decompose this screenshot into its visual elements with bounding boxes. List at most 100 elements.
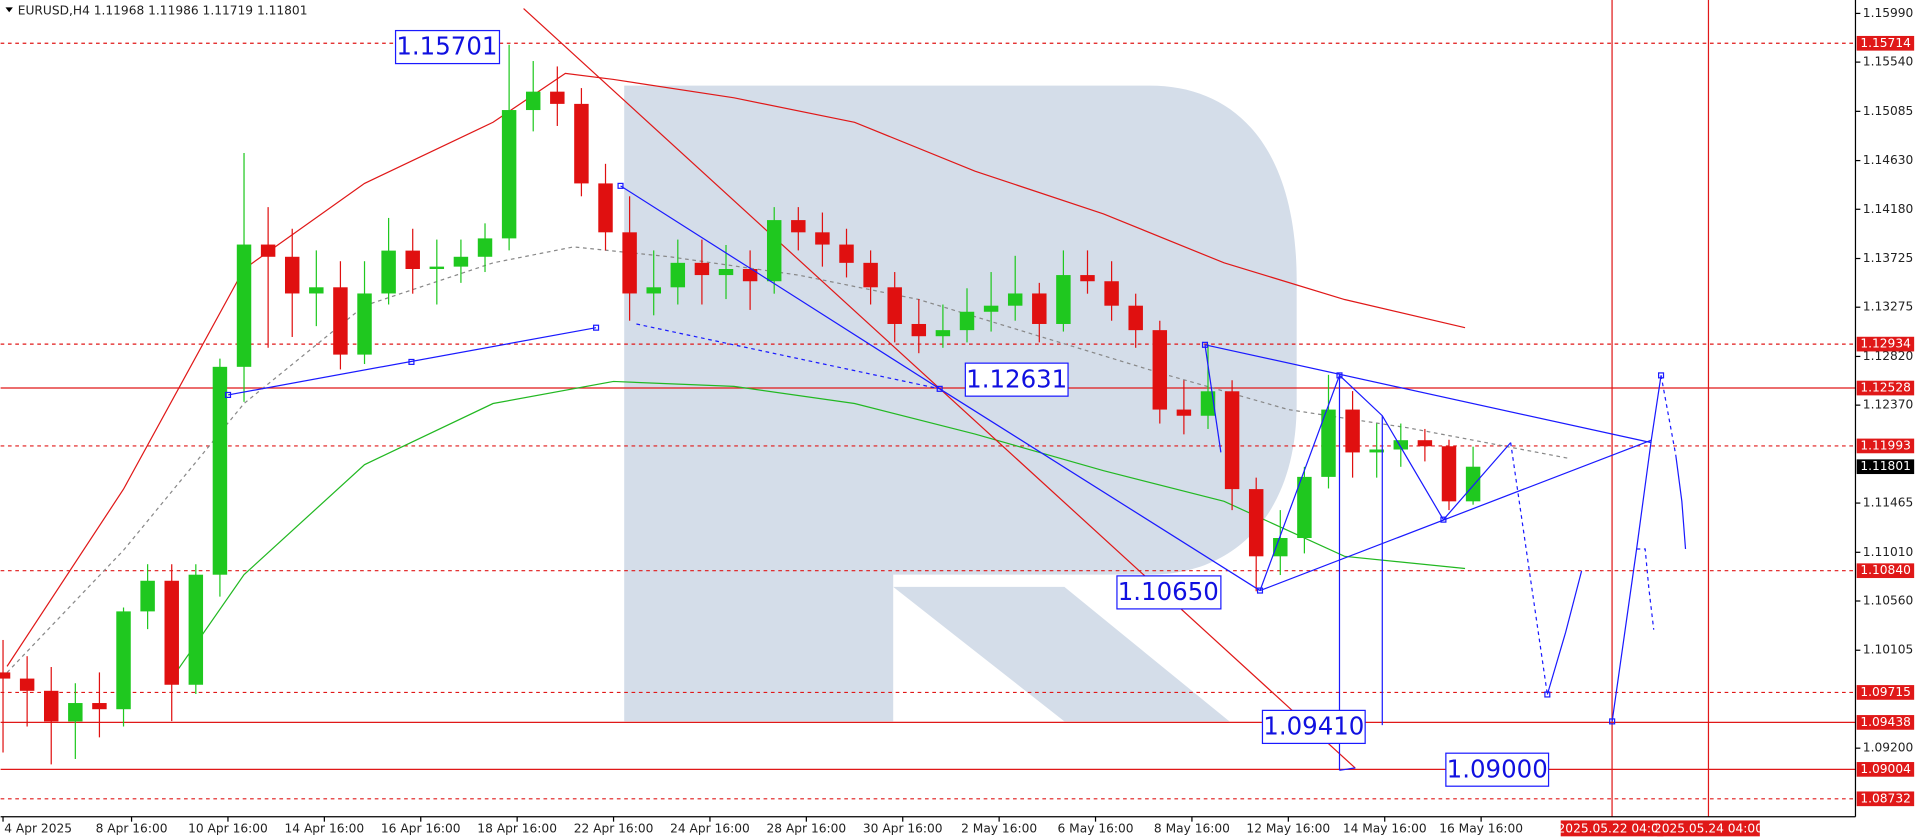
level-label: 1.08732 xyxy=(1860,791,1911,805)
candle-body xyxy=(1441,446,1457,502)
annotation: 1.09410 xyxy=(1263,712,1364,741)
level-label-box xyxy=(1856,715,1915,730)
level-label-box xyxy=(1856,791,1915,807)
y-tick-label: 1.15540 xyxy=(1863,55,1914,69)
candle-body xyxy=(116,611,131,710)
x-tick-label: 4 Apr 2025 xyxy=(4,821,72,835)
x-tick-label: 18 Apr 16:00 xyxy=(477,821,557,835)
x-tick-label: 22 Apr 16:00 xyxy=(574,821,654,835)
candle-body xyxy=(1465,466,1481,502)
x-tick-label: 16 Apr 16:00 xyxy=(381,821,461,835)
candle-body xyxy=(1321,409,1336,477)
annotation: 1.15701 xyxy=(396,32,497,61)
candle-body xyxy=(983,305,999,312)
candle-body xyxy=(92,703,107,710)
candle-body xyxy=(1104,281,1119,306)
level-label-box xyxy=(1856,438,1915,454)
level-label: 1.10840 xyxy=(1860,563,1911,577)
candle-body xyxy=(1007,293,1023,306)
x-tick-label: 10 Apr 16:00 xyxy=(188,821,268,835)
candle-body xyxy=(477,238,493,257)
annotations: 1.15701 1.12631 1.10650 1.09410 1.09000 xyxy=(394,29,1550,787)
level-label-box xyxy=(1856,336,1915,352)
candle-body xyxy=(1152,330,1168,410)
level-label: 1.09438 xyxy=(1860,715,1911,729)
candle-body xyxy=(236,244,252,367)
annotation: 1.12631 xyxy=(966,364,1067,393)
y-tick-label: 1.09200 xyxy=(1863,741,1914,755)
level-label-box xyxy=(1856,762,1915,777)
time-marker-label: 2025.05.22 04:00 xyxy=(1558,821,1667,835)
x-tick-label: 8 May 16:00 xyxy=(1154,821,1230,835)
candle-body xyxy=(1032,293,1047,324)
x-tick-label: 16 May 16:00 xyxy=(1439,821,1523,835)
level-label-box xyxy=(1856,685,1915,700)
last-price-box xyxy=(1856,459,1915,475)
x-tick-label: 14 Apr 16:00 xyxy=(285,821,365,835)
level-label: 1.11993 xyxy=(1860,438,1911,452)
candle-body xyxy=(284,256,300,294)
candle-body xyxy=(959,311,975,331)
x-tick-label: 2 May 16:00 xyxy=(961,821,1037,835)
candle-body xyxy=(622,232,637,294)
candle-body xyxy=(574,103,589,184)
candle-body xyxy=(670,262,686,288)
time-marker-box xyxy=(1560,820,1664,837)
annotation-box xyxy=(1445,752,1550,787)
candle-body xyxy=(1056,275,1071,324)
y-tick-label: 1.10560 xyxy=(1863,593,1914,607)
candle-body xyxy=(0,672,11,679)
forecast-drawings xyxy=(224,182,1687,771)
candle-body xyxy=(1176,409,1192,416)
header: EURUSD,H4 1.11968 1.11986 1.11719 1.1180… xyxy=(18,4,308,18)
y-tick-label: 1.13725 xyxy=(1863,251,1914,265)
annotation-box xyxy=(1116,575,1222,610)
candle-body xyxy=(164,580,179,685)
x-tick-label: 28 Apr 16:00 xyxy=(767,821,847,835)
time-marker-label: 2025.05.24 04:00 xyxy=(1654,821,1763,835)
level-label: 1.12934 xyxy=(1860,337,1911,351)
level-label-box xyxy=(1856,563,1915,579)
candle-body xyxy=(260,244,276,257)
y-tick-label: 1.11010 xyxy=(1863,545,1914,559)
candle-body xyxy=(68,703,83,722)
level-label: 1.15714 xyxy=(1860,36,1911,50)
x-tick-label: 6 May 16:00 xyxy=(1058,821,1134,835)
candle-body xyxy=(357,293,372,355)
level-label-box xyxy=(1856,380,1915,396)
candle-body xyxy=(405,250,420,270)
last-price-label: 1.11801 xyxy=(1860,459,1911,473)
candle-body xyxy=(791,220,806,233)
candle-body xyxy=(212,366,228,575)
candle-body xyxy=(140,580,155,612)
candle-body xyxy=(1369,449,1384,453)
x-tick-label: 14 May 16:00 xyxy=(1343,821,1427,835)
candle-body xyxy=(694,262,710,276)
annotation: 1.10650 xyxy=(1118,577,1219,606)
candle-body xyxy=(1200,391,1216,416)
candle-body xyxy=(766,220,782,282)
annotation-box xyxy=(1261,709,1366,745)
candle-body xyxy=(839,244,854,263)
candle-body xyxy=(381,250,396,294)
plot-area xyxy=(0,0,1856,817)
candle-body xyxy=(453,256,469,267)
candle-body xyxy=(19,678,35,691)
candle-body xyxy=(911,323,927,337)
candle-body xyxy=(598,183,613,233)
axis-labels: 1.15990 1.15540 1.15085 1.14630 1.14180 1.137… xyxy=(2,6,1915,837)
annotation-box xyxy=(964,362,1069,397)
symbol-menu-icon[interactable] xyxy=(5,7,13,13)
x-tick-label: 24 Apr 16:00 xyxy=(670,821,750,835)
candle-body xyxy=(501,110,517,239)
y-tick-label: 1.11465 xyxy=(1863,496,1914,510)
candle-body xyxy=(646,287,661,294)
indicator-line xyxy=(6,246,1570,673)
candle-body xyxy=(1224,391,1240,490)
level-label: 1.09715 xyxy=(1860,685,1911,699)
candle-body xyxy=(550,91,565,104)
watermark-logo xyxy=(624,85,1297,722)
candle-body xyxy=(1080,275,1095,282)
candle-body xyxy=(43,690,59,722)
